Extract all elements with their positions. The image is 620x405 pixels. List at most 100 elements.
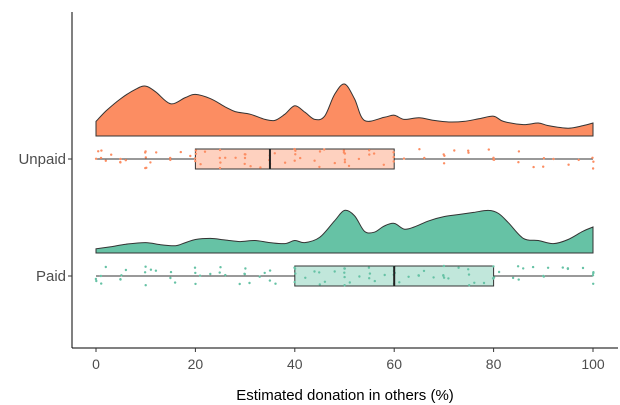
unpaid-point: [193, 157, 197, 160]
unpaid-point: [144, 156, 147, 159]
paid-point: [268, 269, 272, 272]
unpaid-point: [155, 151, 158, 154]
unpaid-point: [219, 161, 222, 164]
paid-point: [592, 271, 595, 275]
x-axis-title: Estimated donation in others (%): [236, 387, 454, 404]
x-axis-ticks: 0 20 40 60 80 100: [92, 348, 605, 372]
unpaid-point: [392, 155, 395, 159]
unpaid-point: [259, 166, 262, 169]
unpaid-point: [194, 152, 198, 155]
paid-point: [343, 275, 346, 279]
unpaid-point: [492, 158, 495, 161]
unpaid-point: [203, 150, 207, 153]
unpaid-point: [189, 154, 192, 158]
paid-point: [432, 276, 435, 279]
unpaid-point: [368, 153, 371, 156]
paid-point: [581, 266, 585, 270]
paid-point: [373, 279, 376, 283]
unpaid-point: [249, 165, 252, 168]
paid-point: [94, 277, 98, 281]
paid-point: [511, 276, 515, 280]
paid-point: [516, 265, 520, 268]
unpaid-point: [382, 163, 385, 166]
paid-point: [561, 266, 564, 269]
unpaid-point: [294, 149, 297, 152]
paid-point: [492, 277, 495, 280]
unpaid-point: [318, 150, 322, 153]
x-tick-label: 0: [92, 356, 100, 372]
paid-point: [592, 282, 595, 285]
paid-point: [293, 280, 296, 284]
x-tick-label: 80: [486, 356, 502, 372]
paid-point: [194, 271, 197, 275]
paid-point: [323, 280, 327, 283]
unpaid-point: [591, 167, 595, 170]
unpaid-point: [342, 149, 346, 152]
paid-point: [333, 270, 336, 273]
paid-point: [467, 268, 470, 271]
paid-point: [219, 266, 222, 269]
paid-point: [194, 282, 197, 286]
paid-point: [468, 284, 471, 287]
unpaid-point: [224, 156, 227, 159]
unpaid-density: [95, 83, 594, 137]
paid-point: [522, 267, 525, 270]
unpaid-point: [418, 148, 421, 151]
paid-point: [473, 281, 476, 284]
paid-point: [248, 281, 251, 285]
paid-point: [318, 271, 321, 274]
paid-point: [304, 276, 307, 279]
paid-point: [218, 271, 221, 274]
paid-point: [467, 273, 471, 276]
paid-point: [442, 264, 446, 268]
unpaid-point: [552, 157, 555, 161]
unpaid-point: [294, 153, 297, 156]
paid-point: [99, 274, 103, 278]
unpaid-point: [532, 165, 535, 169]
unpaid-point: [542, 157, 546, 160]
unpaid-point: [517, 150, 521, 153]
unpaid-point: [368, 149, 371, 152]
paid-point: [383, 273, 386, 277]
unpaid-point: [169, 156, 172, 160]
unpaid-point: [492, 156, 495, 159]
unpaid-point: [453, 149, 456, 152]
unpaid-point: [423, 156, 426, 160]
unpaid-point: [119, 161, 122, 164]
paid-point: [169, 276, 172, 280]
paid-point: [447, 277, 450, 280]
unpaid-point: [517, 161, 520, 164]
unpaid-point: [243, 162, 246, 166]
unpaid-point: [124, 159, 128, 162]
unpaid-point: [110, 153, 113, 156]
paid-point: [120, 274, 123, 277]
unpaid-point: [94, 157, 98, 160]
unpaid-point: [467, 149, 470, 152]
unpaid-point: [243, 156, 247, 160]
paid-point: [542, 275, 545, 278]
paid-point: [124, 268, 128, 272]
unpaid-point: [392, 160, 395, 163]
unpaid-point: [567, 163, 570, 166]
unpaid-point: [218, 156, 221, 160]
unpaid-point: [273, 152, 276, 155]
paid-point: [119, 278, 122, 281]
y-axis-categories: Unpaid Paid: [18, 151, 72, 285]
unpaid-point: [442, 153, 445, 156]
paid-point: [244, 267, 247, 270]
paid-point: [398, 281, 401, 284]
unpaid-point: [100, 149, 103, 152]
unpaid-point: [313, 159, 316, 162]
paid-point: [497, 270, 501, 274]
unpaid-point: [293, 159, 296, 162]
paid-point: [149, 268, 153, 271]
paid-point: [263, 271, 266, 275]
paid-point: [482, 281, 486, 285]
x-tick-label: 100: [581, 356, 605, 372]
unpaid-point: [144, 150, 147, 153]
unpaid-point: [542, 165, 545, 168]
paid-point: [258, 275, 261, 278]
paid-point: [367, 266, 371, 269]
paid-point: [546, 266, 550, 269]
unpaid-point: [372, 152, 376, 155]
